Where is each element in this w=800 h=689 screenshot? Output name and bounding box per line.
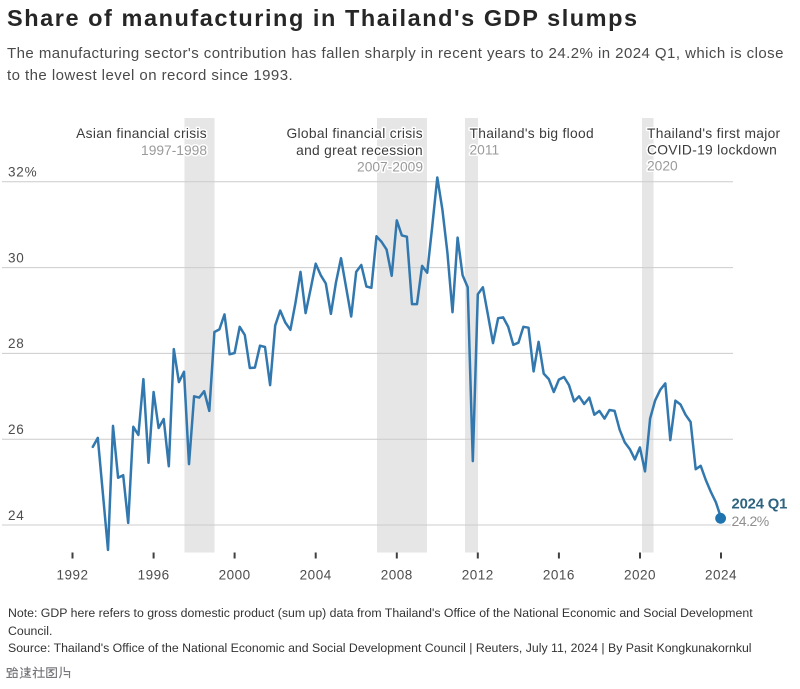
svg-text:24.2%: 24.2%: [732, 513, 769, 529]
svg-text:COVID-19 lockdown: COVID-19 lockdown: [647, 143, 777, 158]
svg-text:1996: 1996: [138, 568, 170, 583]
svg-text:28: 28: [8, 336, 25, 351]
svg-text:2024: 2024: [705, 568, 737, 583]
svg-text:2004: 2004: [300, 568, 332, 583]
svg-text:2012: 2012: [462, 568, 494, 583]
svg-text:24: 24: [8, 508, 25, 523]
svg-text:2024 Q1: 2024 Q1: [732, 497, 788, 513]
svg-text:2011: 2011: [470, 143, 500, 158]
svg-text:2020: 2020: [624, 568, 656, 583]
svg-text:Global financial crisis: Global financial crisis: [287, 126, 424, 141]
svg-text:2020: 2020: [647, 158, 678, 173]
svg-text:1997-1998: 1997-1998: [141, 143, 207, 158]
svg-text:2000: 2000: [219, 568, 251, 583]
svg-text:32%: 32%: [8, 165, 37, 180]
svg-text:Asian financial crisis: Asian financial crisis: [76, 126, 207, 141]
svg-text:2007-2009: 2007-2009: [357, 160, 423, 175]
svg-text:2016: 2016: [543, 568, 575, 583]
svg-text:Thailand's first major: Thailand's first major: [647, 126, 781, 141]
svg-text:30: 30: [8, 250, 25, 265]
svg-text:Thailand's big flood: Thailand's big flood: [470, 126, 594, 141]
svg-text:26: 26: [8, 422, 25, 437]
svg-text:2008: 2008: [381, 568, 413, 583]
svg-text:and great recession: and great recession: [296, 143, 423, 158]
svg-text:1992: 1992: [56, 568, 88, 583]
